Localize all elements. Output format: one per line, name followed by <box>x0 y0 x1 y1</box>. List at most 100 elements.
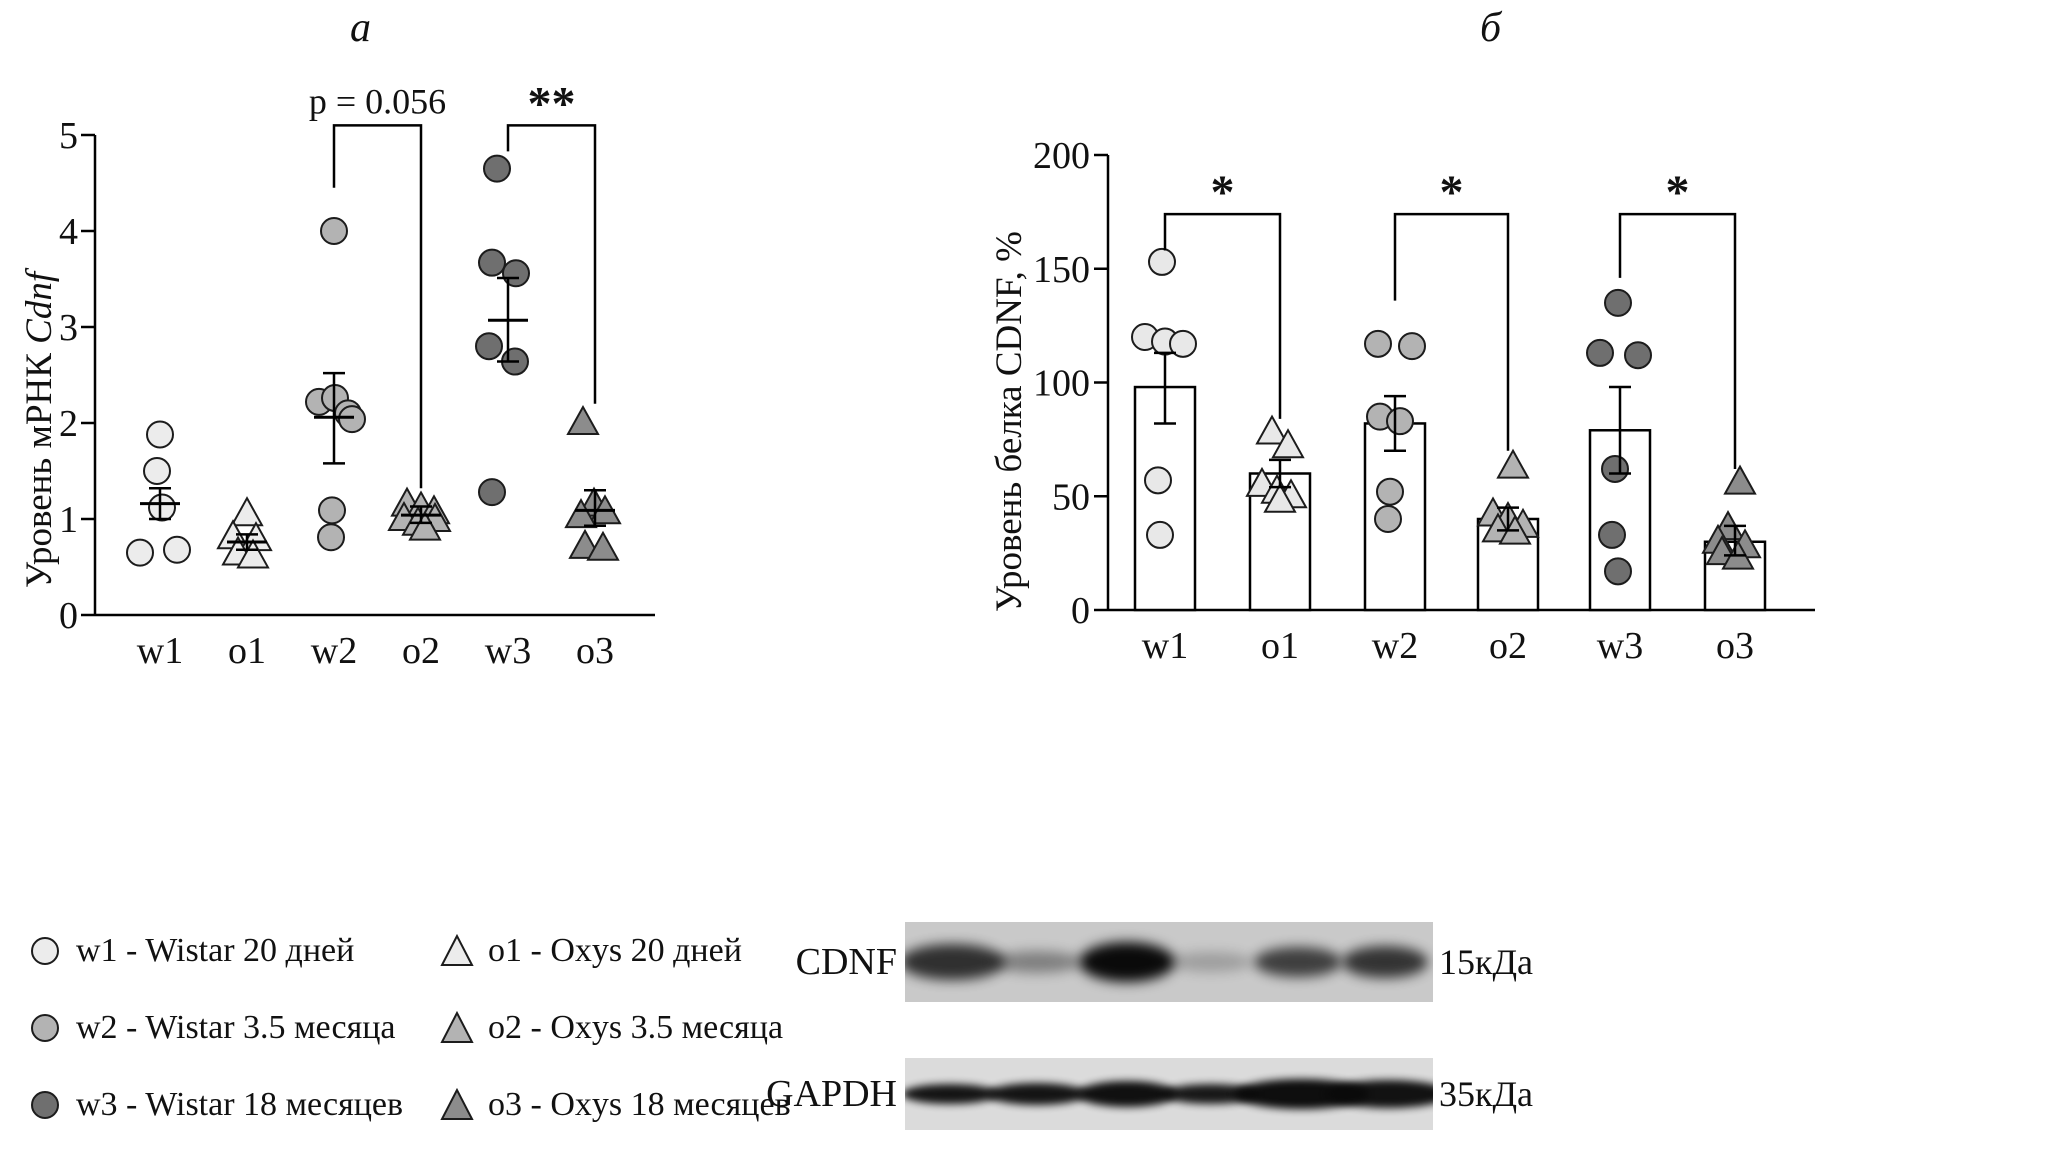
category-label: w2 <box>1372 625 1418 667</box>
data-point <box>502 259 530 288</box>
blot-band <box>1078 942 1175 982</box>
data-point <box>146 420 174 449</box>
blot-band <box>905 944 1006 980</box>
category-label: o2 <box>1489 625 1527 667</box>
data-point <box>1386 407 1414 436</box>
category-label: w1 <box>137 630 183 672</box>
data-point <box>1271 428 1305 459</box>
data-point <box>1376 477 1404 506</box>
y-tick-label: 5 <box>59 115 78 157</box>
legend-label: o1 - Oxys 20 дней <box>488 931 742 969</box>
significance-bracket <box>1618 212 1737 469</box>
data-point <box>564 498 598 529</box>
legend-label: w2 - Wistar 3.5 месяца <box>76 1008 396 1046</box>
legend-item: w3 - Wistar 18 месяцев <box>28 1086 440 1124</box>
triangle-marker-icon <box>440 933 474 966</box>
blot-band <box>1254 947 1343 977</box>
significance-label: * <box>1666 166 1690 219</box>
significance-bracket <box>1393 212 1510 451</box>
y-tick-label: 1 <box>59 499 78 541</box>
data-point <box>1604 288 1632 317</box>
gapdh-blot-row: GAPDH 35кДа <box>765 1058 1533 1130</box>
circle-marker-icon <box>31 1013 59 1042</box>
blot-band <box>1342 946 1429 978</box>
category-label: o3 <box>1716 625 1754 667</box>
blot-band <box>1325 1080 1433 1108</box>
legend-item: o3 - Oxys 18 месяцев <box>440 1086 791 1124</box>
panel-a-title: а <box>350 5 371 51</box>
data-point <box>143 457 171 485</box>
cdnf-blot-row: CDNF 15кДа <box>765 922 1533 1002</box>
category-label: o3 <box>576 630 614 672</box>
blot-size-gapdh: 35кДа <box>1439 1074 1534 1114</box>
category-label: w1 <box>1142 625 1188 667</box>
data-point <box>1586 338 1614 367</box>
y-tick-label: 200 <box>1033 135 1090 177</box>
category-label: o1 <box>228 630 266 672</box>
legend-label: w3 - Wistar 18 месяцев <box>76 1085 404 1123</box>
legend-item: o2 - Oxys 3.5 месяца <box>440 1009 791 1047</box>
data-point <box>236 538 270 569</box>
data-point <box>1398 332 1426 361</box>
gapdh-western-blot <box>905 1058 1433 1130</box>
data-point <box>148 493 176 522</box>
blot-band <box>1076 1081 1177 1107</box>
circle-marker-icon <box>31 936 59 965</box>
blot-label-cdnf: CDNF <box>795 941 897 983</box>
data-point <box>317 523 345 552</box>
y-tick-label: 150 <box>1033 249 1090 291</box>
data-point <box>1496 448 1530 479</box>
y-tick-label: 2 <box>59 403 78 445</box>
blot-size-cdnf: 15кДа <box>1439 942 1534 982</box>
significance-label: * <box>1440 166 1464 219</box>
data-point <box>1598 520 1626 549</box>
data-point <box>1148 247 1176 276</box>
data-point <box>483 154 511 183</box>
blot-band <box>987 1083 1087 1105</box>
significance-bracket <box>332 124 423 489</box>
data-point <box>1146 520 1174 549</box>
significance-label: ** <box>528 77 576 130</box>
data-point <box>338 405 366 434</box>
y-tick-label: 0 <box>59 595 78 637</box>
category-label: w3 <box>1597 625 1643 667</box>
legend-label: o3 - Oxys 18 месяцев <box>488 1085 791 1123</box>
blot-band <box>993 951 1081 973</box>
data-point <box>1374 505 1402 533</box>
legend: w1 - Wistar 20 дней w2 - Wistar 3.5 месяц… <box>28 912 791 1143</box>
cdnf-western-blot <box>905 922 1433 1002</box>
y-tick-label: 100 <box>1033 363 1090 405</box>
legend-label: w1 - Wistar 20 дней <box>76 931 355 969</box>
data-point <box>318 496 346 525</box>
significance-label: * <box>1211 166 1235 219</box>
category-label: w2 <box>311 630 357 672</box>
y-tick-label: 3 <box>59 307 78 349</box>
y-tick-label: 0 <box>1071 590 1090 632</box>
data-point <box>478 248 506 277</box>
category-label: w3 <box>485 630 531 672</box>
category-label: o1 <box>1261 625 1299 667</box>
data-point <box>566 404 600 435</box>
data-point <box>230 496 264 527</box>
data-point <box>1255 414 1289 445</box>
y-tick-label: 50 <box>1052 476 1090 518</box>
triangle-marker-icon <box>440 1010 474 1043</box>
data-point <box>1169 329 1197 358</box>
data-point <box>1263 482 1297 513</box>
data-point <box>1144 466 1172 495</box>
triangle-marker-icon <box>440 1087 474 1120</box>
legend-item: w2 - Wistar 3.5 месяца <box>28 1009 440 1047</box>
significance-bracket <box>1163 212 1282 419</box>
data-point <box>126 538 154 567</box>
circle-marker-icon <box>31 1090 59 1119</box>
data-point <box>320 217 348 245</box>
data-point <box>163 535 191 564</box>
blot-label-gapdh: GAPDH <box>766 1073 897 1115</box>
significance-bracket <box>506 124 597 404</box>
legend-label: o2 - Oxys 3.5 месяца <box>488 1008 784 1046</box>
legend-item: o1 - Oxys 20 дней <box>440 932 791 970</box>
data-point <box>408 510 442 541</box>
mrna-scatter-chart: 0 1 2 3 4 5 w1 o1 w2 o2 w3 o3 p = 0.056 ** <box>59 77 655 672</box>
protein-bar-chart: 0 50 100 150 200 w1 o1 w2 o2 w3 o3 * * * <box>1033 135 1815 667</box>
